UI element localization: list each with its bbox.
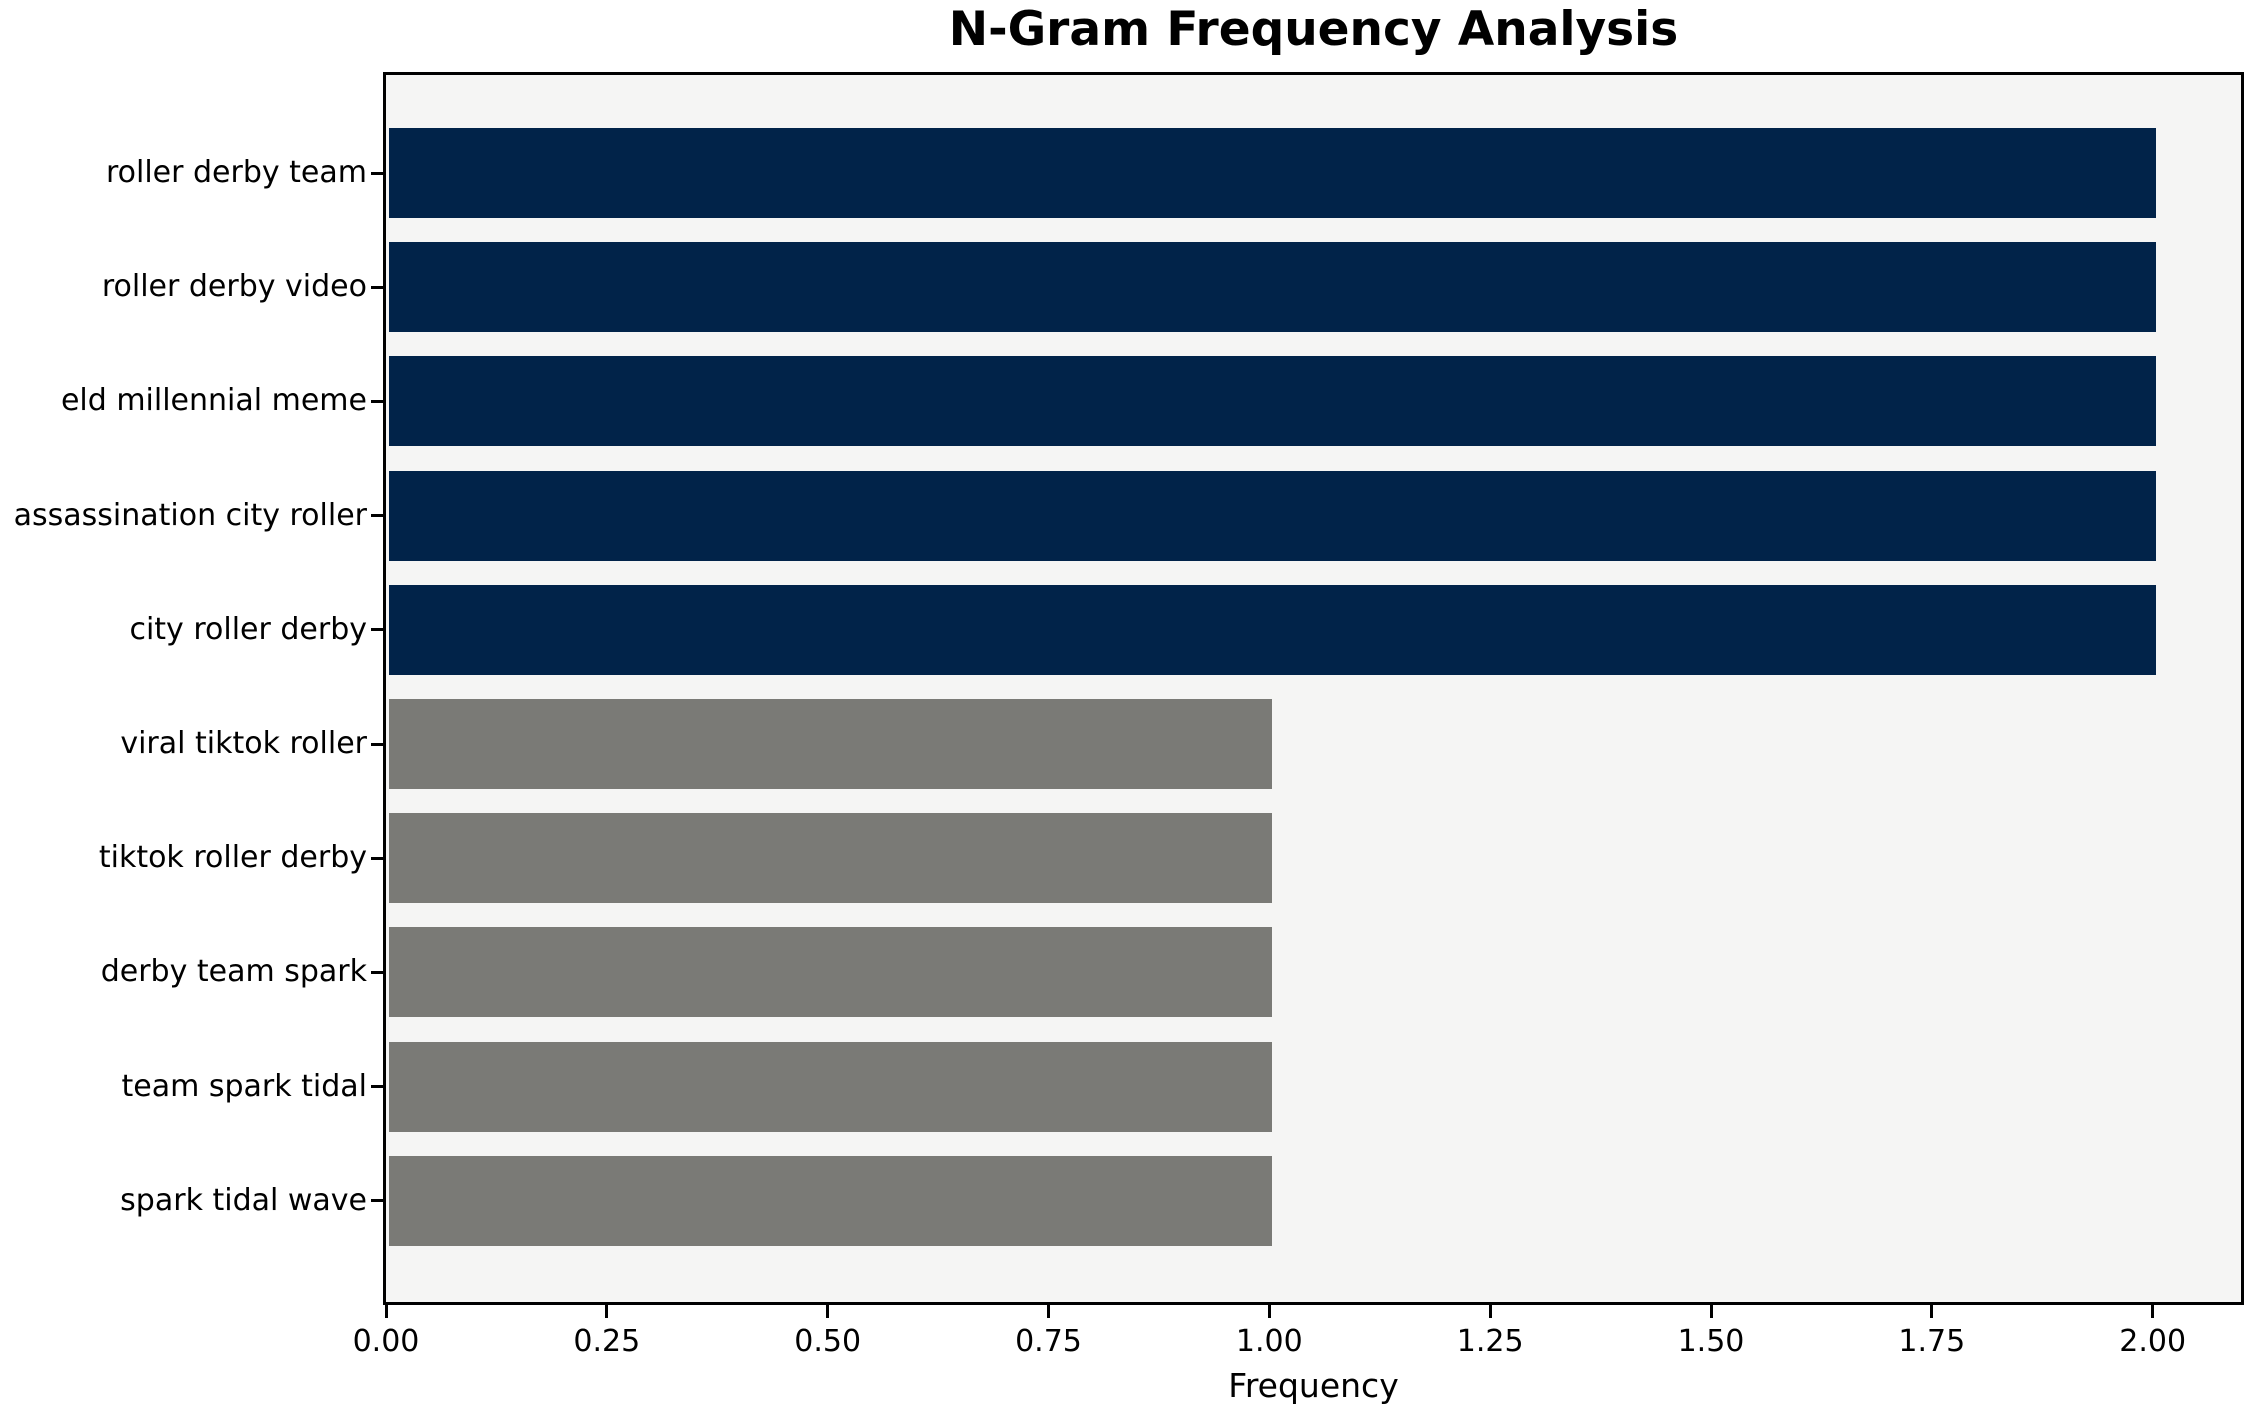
- x-tick-label: 0.75: [1015, 1324, 1082, 1359]
- y-tick-mark: [371, 1085, 383, 1089]
- x-tick-label: 2.00: [2119, 1324, 2187, 1359]
- y-tick-label: spark tidal wave: [120, 1182, 367, 1218]
- x-tick-mark: [1267, 1305, 1271, 1318]
- y-tick-mark: [371, 285, 383, 289]
- x-tick-label: 1.75: [1898, 1324, 1966, 1359]
- y-tick-label: tiktok roller derby: [98, 840, 367, 876]
- x-tick-mark: [1488, 1305, 1492, 1318]
- bar-eld-millennial-meme: [389, 356, 2156, 447]
- x-tick-label: 1.25: [1456, 1324, 1524, 1359]
- y-tick-mark: [371, 628, 383, 632]
- bar-spark-tidal-wave: [389, 1155, 1273, 1246]
- bar-team-spark-tidal: [389, 1041, 1273, 1132]
- y-tick-label: city roller derby: [129, 611, 367, 647]
- y-tick-label: eld millennial meme: [60, 383, 367, 419]
- y-tick-label: roller derby video: [101, 269, 367, 305]
- y-tick-mark: [371, 970, 383, 974]
- x-tick-mark: [1930, 1305, 1934, 1318]
- x-tick-label: 0.50: [794, 1324, 862, 1359]
- plot-area: [383, 72, 2244, 1305]
- bar-roller-derby-team: [389, 128, 2156, 218]
- x-tick-mark: [1047, 1305, 1050, 1318]
- x-tick-mark: [2151, 1305, 2155, 1318]
- x-tick-label: 1.50: [1677, 1324, 1745, 1359]
- y-tick-mark: [371, 171, 383, 175]
- bar-viral-tiktok-roller: [389, 699, 1273, 789]
- x-tick-mark: [605, 1305, 609, 1318]
- y-tick-label: assassination city roller: [13, 497, 367, 533]
- bar-tiktok-roller-derby: [389, 813, 1273, 904]
- x-tick-label: 0.25: [573, 1324, 641, 1359]
- chart-title: N-Gram Frequency Analysis: [948, 2, 1679, 57]
- x-tick-label: 0.00: [352, 1324, 420, 1359]
- bar-city-roller-derby: [389, 584, 2156, 675]
- y-tick-label: derby team spark: [100, 954, 367, 990]
- x-tick-label: 1.00: [1235, 1324, 1303, 1359]
- y-tick-label: viral tiktok roller: [120, 726, 367, 761]
- x-tick-mark: [384, 1305, 388, 1318]
- y-tick-label: team spark tidal: [121, 1068, 367, 1104]
- y-tick-label: roller derby team: [105, 155, 367, 190]
- x-tick-mark: [1709, 1305, 1713, 1318]
- y-tick-mark: [371, 1199, 383, 1203]
- y-tick-mark: [371, 856, 383, 860]
- y-tick-mark: [371, 399, 383, 403]
- y-tick-mark: [371, 742, 383, 746]
- x-tick-mark: [826, 1305, 830, 1318]
- x-axis-label: Frequency: [1228, 1366, 1399, 1405]
- bar-derby-team-spark: [389, 927, 1273, 1018]
- bar-roller-derby-video: [389, 242, 2156, 333]
- y-tick-mark: [371, 514, 383, 518]
- bar-assassination-city-roller: [389, 470, 2156, 561]
